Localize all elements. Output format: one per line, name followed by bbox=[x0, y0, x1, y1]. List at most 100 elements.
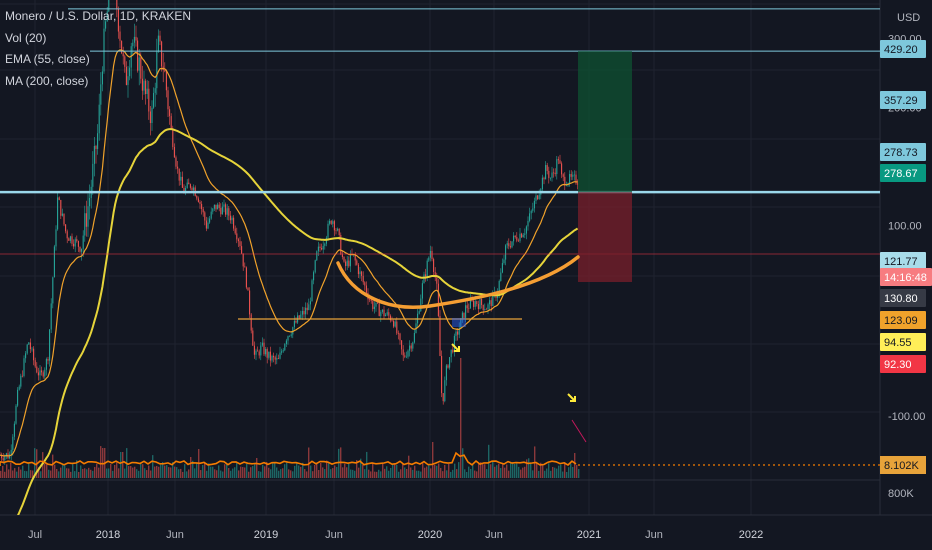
candle-body bbox=[397, 333, 399, 334]
volume-bar bbox=[336, 466, 338, 478]
volume-bar bbox=[100, 446, 102, 478]
candle-body bbox=[29, 342, 31, 350]
price-label-badge bbox=[880, 91, 926, 109]
candle-body bbox=[217, 204, 219, 210]
candle-body bbox=[76, 239, 78, 242]
volume-bar bbox=[324, 469, 326, 478]
candle-body bbox=[434, 271, 436, 278]
volume-bar bbox=[300, 466, 302, 478]
candle-body bbox=[15, 405, 17, 424]
volume-bar bbox=[94, 466, 96, 478]
candle-body bbox=[388, 312, 390, 316]
legend-vol[interactable]: Vol (20) bbox=[5, 30, 47, 45]
candle-body bbox=[95, 145, 97, 149]
volume-bar bbox=[48, 469, 50, 478]
price-label-badge bbox=[880, 289, 926, 307]
candle-body bbox=[527, 220, 529, 227]
time-tick-label: Jun bbox=[166, 529, 184, 541]
candle-body bbox=[241, 246, 243, 254]
volume-bar bbox=[130, 466, 132, 478]
candle-body bbox=[385, 314, 387, 317]
volume-bar bbox=[488, 444, 490, 478]
price-axis[interactable]: 500.00400.00300.00200.00100.00USD429.203… bbox=[880, 0, 932, 500]
volume-bar bbox=[194, 468, 196, 478]
volume-bar bbox=[68, 468, 70, 478]
candle-body bbox=[556, 159, 558, 175]
volume-bar bbox=[328, 462, 330, 478]
candle-body bbox=[482, 304, 484, 310]
candle-body bbox=[237, 239, 239, 242]
volume-bar bbox=[366, 451, 368, 478]
volume-bar bbox=[188, 469, 190, 478]
volume-bar bbox=[52, 454, 54, 478]
volume-bar bbox=[38, 467, 40, 478]
volume-bar bbox=[562, 471, 564, 478]
candle-body bbox=[159, 35, 161, 42]
arrow-icon bbox=[451, 343, 460, 352]
volume-bar bbox=[298, 465, 300, 478]
volume-bar bbox=[268, 467, 270, 478]
candle-body bbox=[537, 195, 539, 200]
candle-body bbox=[452, 349, 454, 353]
candle-body bbox=[66, 231, 68, 239]
legend-symbol[interactable]: Monero / U.S. Dollar, 1D, KRAKEN bbox=[5, 9, 192, 23]
legend-ema[interactable]: EMA (55, close) bbox=[5, 52, 90, 66]
volume-bar bbox=[252, 466, 254, 478]
volume-bar bbox=[454, 463, 456, 478]
volume-bar bbox=[4, 471, 6, 478]
volume-bar bbox=[320, 463, 322, 478]
volume-bar bbox=[326, 460, 328, 478]
candle-body bbox=[276, 358, 278, 360]
candle-body bbox=[98, 104, 100, 134]
candle-body bbox=[453, 335, 455, 353]
volume-bar bbox=[426, 466, 428, 478]
candle-body bbox=[239, 241, 241, 247]
volume-bar bbox=[262, 464, 264, 478]
candle-body bbox=[295, 320, 297, 323]
price-label-badge bbox=[880, 143, 926, 161]
candle-body bbox=[338, 228, 340, 236]
candle-body bbox=[132, 42, 134, 47]
volume-bar bbox=[14, 468, 16, 478]
volume-bar bbox=[484, 464, 486, 478]
volume-bar bbox=[112, 470, 114, 478]
volume-bar bbox=[62, 463, 64, 478]
candle-body bbox=[529, 213, 531, 221]
volume-bar bbox=[346, 467, 348, 478]
candle-body bbox=[34, 360, 36, 367]
legend-ma[interactable]: MA (200, close) bbox=[5, 73, 89, 88]
candle-body bbox=[553, 172, 555, 174]
candle-body bbox=[492, 293, 494, 307]
volume-bar bbox=[376, 471, 378, 478]
volume-bar bbox=[304, 469, 306, 478]
candle-body bbox=[319, 246, 321, 248]
volume-bar bbox=[206, 470, 208, 478]
candle-body bbox=[349, 254, 351, 267]
price-label-badge bbox=[880, 311, 926, 329]
candle-body bbox=[169, 109, 171, 117]
candle-body bbox=[436, 277, 438, 284]
volume-bar bbox=[276, 467, 278, 478]
candle-body bbox=[145, 80, 147, 95]
volume-bar bbox=[264, 466, 266, 478]
candle-body bbox=[418, 311, 420, 314]
volume-bar bbox=[178, 469, 180, 478]
candle-body bbox=[402, 349, 404, 356]
candle-body bbox=[524, 233, 526, 235]
candle-body bbox=[532, 208, 534, 211]
volume-bar bbox=[250, 467, 252, 478]
candle-body bbox=[369, 299, 371, 300]
candle-body bbox=[426, 260, 428, 277]
volume-bar bbox=[478, 463, 480, 478]
time-axis[interactable]: Jul 2018 Jun 2019 Jun 2020 Jun 2021 Jun 2022 bbox=[28, 529, 763, 541]
candle-body bbox=[445, 365, 447, 381]
candle-body bbox=[530, 210, 532, 214]
volume-bar bbox=[226, 464, 228, 478]
volume-bar bbox=[542, 464, 544, 478]
candle-body bbox=[441, 355, 443, 394]
volume-bar bbox=[460, 358, 462, 478]
volume-bar bbox=[316, 462, 318, 478]
candle-body bbox=[5, 453, 7, 457]
volume-bar bbox=[544, 470, 546, 478]
